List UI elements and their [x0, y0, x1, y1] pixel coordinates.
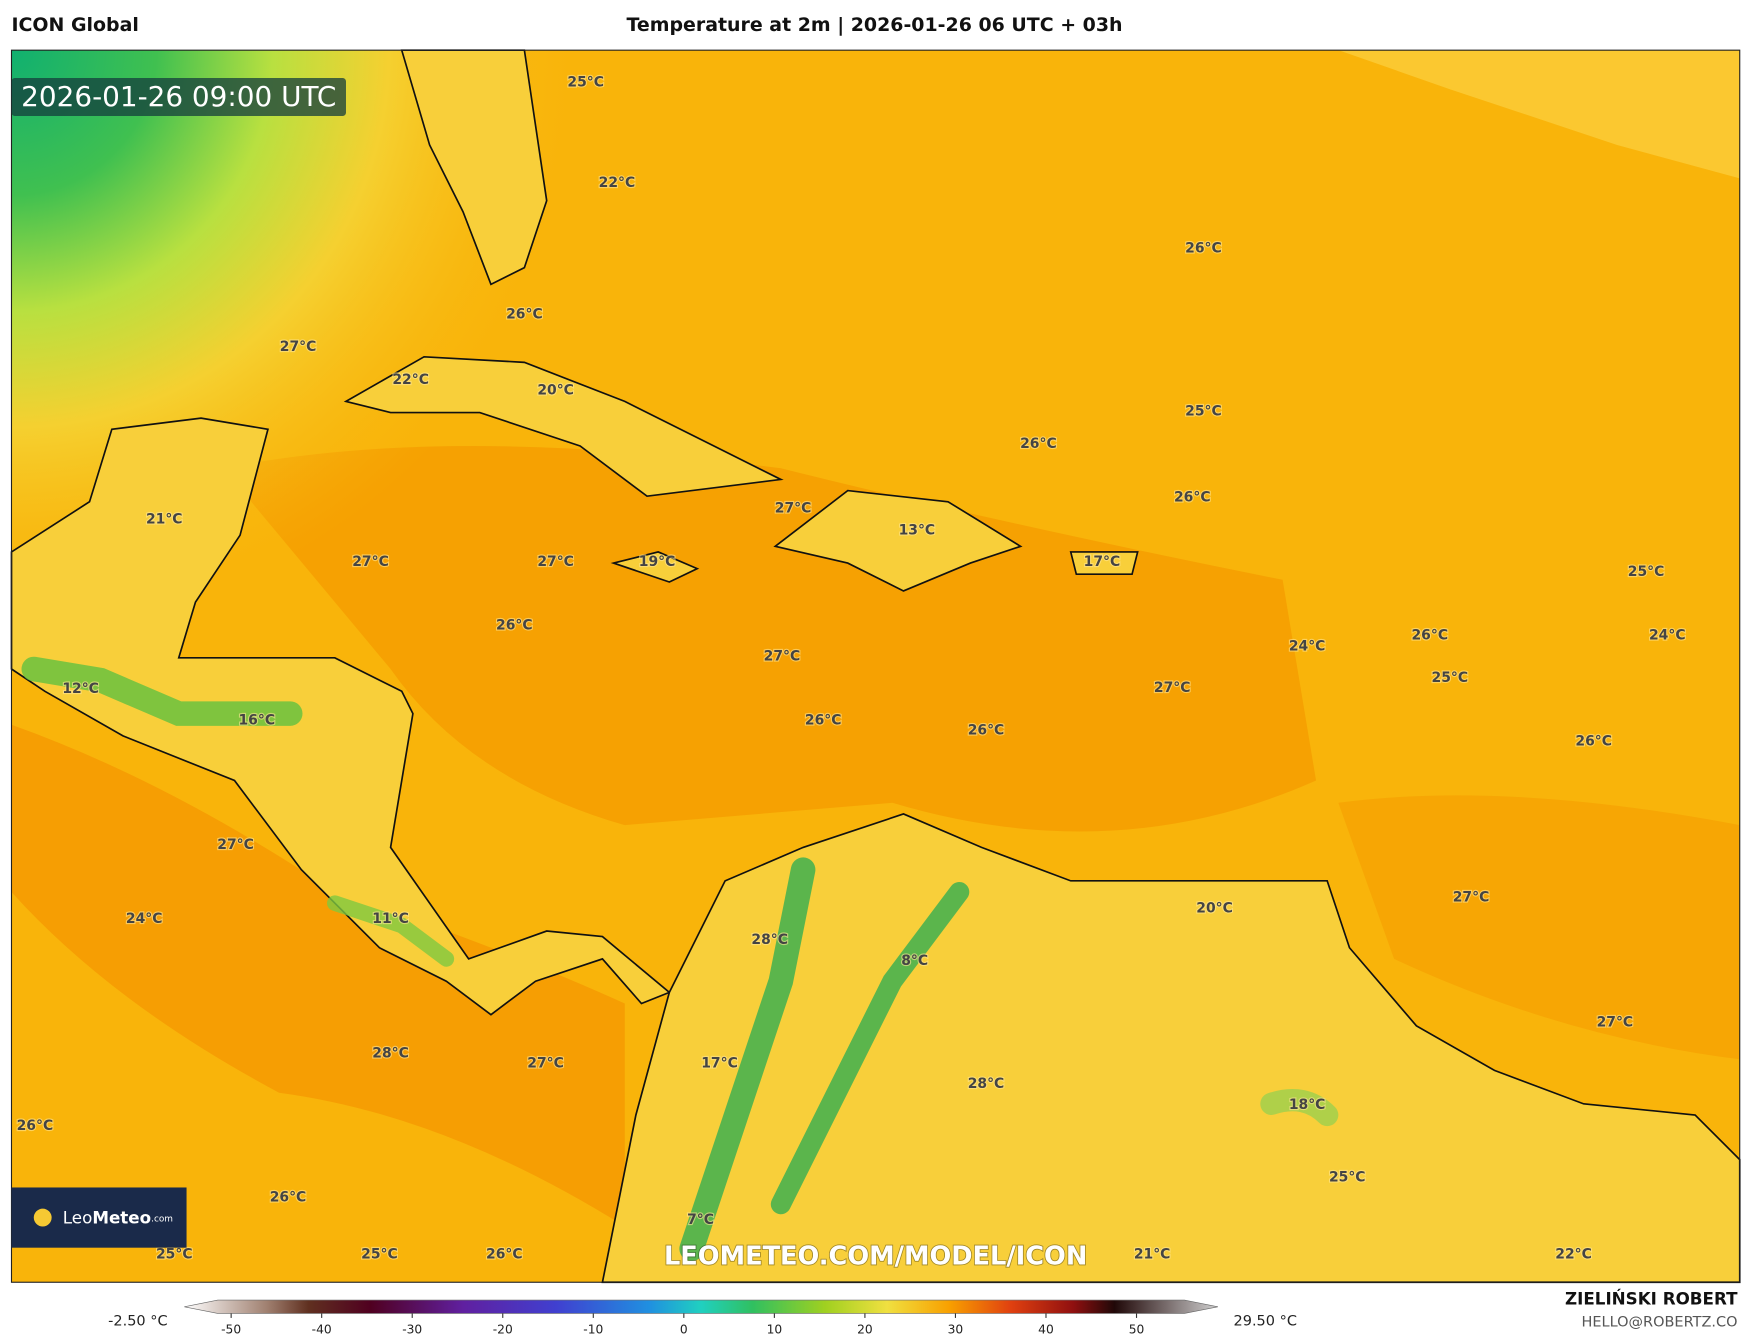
temperature-label: 27°C: [527, 1056, 564, 1072]
temperature-label: 21°C: [146, 512, 183, 528]
temperature-label: 16°C: [239, 712, 276, 728]
warm-sea: [1338, 795, 1740, 1060]
timestamp-box: [11, 78, 346, 116]
colorbar-tick-label: -30: [402, 1323, 422, 1337]
colorbar: -2.50 °C 29.50 °C -50 -40 -30 -20 -10 0 10 20 30…: [108, 1299, 1297, 1337]
temperature-label: 27°C: [217, 837, 254, 853]
temperature-label: 28°C: [751, 932, 788, 948]
colorbar-scale: [184, 1299, 1218, 1314]
temperature-label: 22°C: [1555, 1246, 1592, 1262]
temperature-label: 26°C: [506, 306, 543, 322]
temperature-label: 17°C: [701, 1056, 738, 1072]
temperature-label: 13°C: [899, 523, 936, 539]
logo-text: LeoMeteo.com: [63, 1207, 173, 1227]
temperature-label: 26°C: [1020, 436, 1057, 452]
temperature-label: 26°C: [17, 1118, 54, 1134]
colorbar-tick-label: -20: [493, 1323, 513, 1337]
colorbar-min: -2.50 °C: [108, 1313, 167, 1329]
map: 25°C 22°C 26°C 26°C 27°C 22°C 20°C 25°C 26°C 26°C…: [10, 49, 1741, 1284]
temperature-label: 27°C: [537, 554, 574, 570]
temperature-label: 27°C: [1453, 890, 1490, 906]
temperature-labels: 25°C 22°C 26°C 26°C 27°C 22°C 20°C 25°C 26°C 26°C…: [16, 73, 1687, 1263]
temperature-label: 26°C: [1174, 489, 1211, 505]
colorbar-tick-label: 10: [767, 1323, 783, 1337]
temperature-label: 27°C: [1597, 1014, 1634, 1030]
temperature-label: 28°C: [372, 1046, 409, 1062]
colorbar-tick-label: 50: [1129, 1323, 1145, 1337]
temperature-label: 27°C: [352, 554, 389, 570]
model-name: ICON Global: [11, 14, 138, 36]
logo-suffix: .com: [151, 1214, 173, 1224]
title: Temperature at 2m | 2026-01-26 06 UTC + …: [627, 14, 1123, 36]
watermark: LEOMETEO.COM/MODEL/ICON: [664, 1242, 1087, 1272]
logo: LeoMeteo.com: [11, 1187, 187, 1248]
temperature-label: 25°C: [156, 1246, 193, 1262]
map-frame: [10, 49, 1741, 1283]
land: [10, 49, 1741, 1284]
temperature-label: 25°C: [1185, 403, 1222, 419]
temperature-label: 28°C: [968, 1076, 1005, 1092]
temperature-label: 24°C: [126, 911, 163, 927]
temperature-label: 18°C: [1289, 1097, 1326, 1113]
temperature-label: 26°C: [1411, 628, 1448, 644]
temperature-label: 19°C: [639, 554, 676, 570]
temperature-label: 7°C: [687, 1212, 714, 1228]
temperature-label: 8°C: [901, 953, 928, 969]
colorbar-max: 29.50 °C: [1234, 1313, 1297, 1329]
temperature-label: 26°C: [805, 712, 842, 728]
highlands: [21, 656, 1339, 1262]
temperature-label: 26°C: [270, 1190, 307, 1206]
temperature-label: 20°C: [1196, 901, 1233, 917]
temperature-label: 27°C: [1154, 680, 1191, 696]
temperature-label: 27°C: [764, 649, 801, 665]
colorbar-tick-label: 40: [1038, 1323, 1054, 1337]
temperature-label: 27°C: [775, 500, 812, 516]
warm-area: [1338, 50, 1740, 179]
temperature-label: 26°C: [486, 1246, 523, 1262]
colorbar-tick-label: -40: [312, 1323, 332, 1337]
temperature-label: 20°C: [537, 382, 574, 398]
colorbar-tick-label: 30: [948, 1323, 964, 1337]
colorbar-tick-label: 0: [680, 1323, 688, 1337]
temperature-label: 27°C: [280, 339, 317, 355]
logo-sun: [33, 1208, 52, 1227]
temperature-label: 11°C: [372, 911, 409, 927]
temperature-label: 17°C: [1084, 554, 1121, 570]
temperature-label: 26°C: [968, 722, 1005, 738]
temperature-label: 26°C: [1575, 733, 1612, 749]
temperature-label: 22°C: [599, 175, 636, 191]
temperature-label: 26°C: [496, 618, 533, 634]
temperature-label: 25°C: [567, 75, 604, 91]
colorbar-tick-label: -10: [583, 1323, 603, 1337]
temperature-label: 24°C: [1289, 639, 1326, 655]
temperature-label: 22°C: [392, 372, 429, 388]
timestamp: 2026-01-26 09:00 UTC: [21, 80, 336, 113]
email: HELLO@ROBERTZ.CO: [1581, 1314, 1737, 1330]
temperature-label: 25°C: [361, 1246, 398, 1262]
logo-bold: Meteo: [92, 1207, 151, 1227]
colorbar-tick-label: -50: [221, 1323, 241, 1337]
author: ZIELIŃSKI ROBERT: [1565, 1289, 1738, 1309]
colorbar-ticks: -50 -40 -30 -20 -10 0 10 20 30 40 50: [221, 1313, 1145, 1337]
warm-sea: [11, 724, 625, 1227]
temperature-label: 24°C: [1649, 628, 1686, 644]
temperature-label: 26°C: [1185, 241, 1222, 257]
temperature-label: 25°C: [1628, 564, 1665, 580]
colorbar-tick-label: 20: [857, 1323, 873, 1337]
temperature-label: 21°C: [1134, 1246, 1171, 1262]
temperature-label: 25°C: [1329, 1169, 1366, 1185]
temperature-label: 25°C: [1432, 670, 1469, 686]
temperature-label: 12°C: [62, 681, 99, 697]
logo-light: Leo: [63, 1207, 93, 1227]
